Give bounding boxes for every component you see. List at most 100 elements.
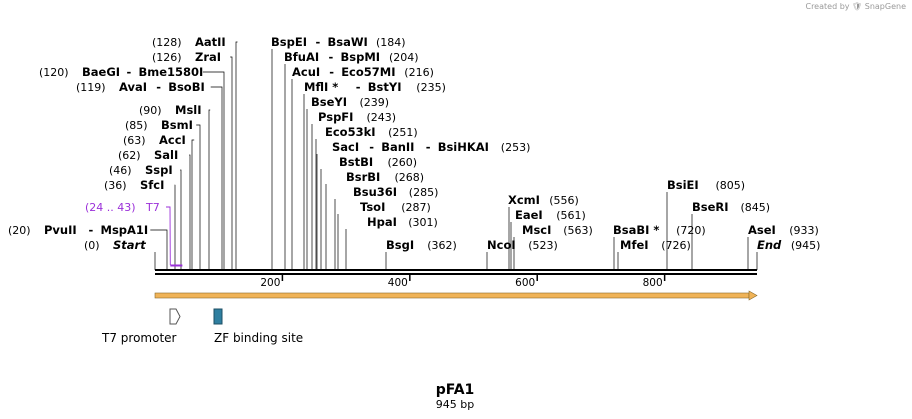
site-msli[interactable]: (90) MslI bbox=[139, 103, 202, 117]
enzyme-name[interactable]: BsmI bbox=[161, 118, 193, 132]
enzyme-name[interactable]: XcmI bbox=[508, 193, 540, 207]
site-avai[interactable]: (119) AvaI - BsoBI bbox=[76, 80, 205, 94]
enzyme-name[interactable]: AatII bbox=[195, 35, 226, 49]
leader-line-sspi bbox=[180, 169, 182, 270]
enzyme-name[interactable]: MscI bbox=[522, 223, 551, 237]
enzyme-name[interactable]: End bbox=[757, 238, 782, 252]
site-bsiei[interactable]: BsiEI (805) bbox=[667, 178, 745, 192]
enzyme-name[interactable]: BsiEI bbox=[667, 178, 699, 192]
site-bseyi[interactable]: BseYI (239) bbox=[311, 95, 389, 109]
enzyme-name[interactable]: BstYI bbox=[368, 80, 402, 94]
enzyme-name[interactable]: PvuII bbox=[44, 223, 77, 237]
enzyme-name[interactable]: BaeGI bbox=[82, 65, 120, 79]
enzyme-name[interactable]: SacI bbox=[332, 140, 359, 154]
enzyme-name[interactable]: BsaWI bbox=[328, 35, 368, 49]
site-aatii[interactable]: (128) AatII bbox=[152, 35, 226, 49]
enzyme-name[interactable]: MfeI bbox=[620, 238, 649, 252]
site-position: (556) bbox=[549, 194, 579, 207]
enzyme-name[interactable]: Eco57MI bbox=[341, 65, 395, 79]
enzyme-name[interactable]: SspI bbox=[145, 163, 173, 177]
site-xcmi[interactable]: XcmI (556) bbox=[508, 193, 579, 207]
enzyme-name[interactable]: SfcI bbox=[140, 178, 164, 192]
site-position: (720) bbox=[676, 224, 706, 237]
site-end[interactable]: End (945) bbox=[757, 238, 820, 252]
site-position: (184) bbox=[376, 36, 406, 49]
credit-prefix: Created by bbox=[805, 2, 850, 11]
orf-arrow[interactable] bbox=[154, 292, 750, 299]
site-bseri[interactable]: BseRI (845) bbox=[692, 200, 770, 214]
enzyme-name[interactable]: BseRI bbox=[692, 200, 729, 214]
enzyme-name[interactable]: AvaI bbox=[119, 80, 147, 94]
site-asei[interactable]: AseI (933) bbox=[748, 223, 819, 237]
site-hpai[interactable]: HpaI (301) bbox=[367, 215, 438, 229]
site-sfci[interactable]: (36) SfcI bbox=[104, 178, 164, 192]
enzyme-name[interactable]: BsgI bbox=[386, 238, 414, 252]
enzyme-name[interactable]: MspA1I bbox=[101, 223, 149, 237]
t7-promoter-arrow[interactable] bbox=[169, 308, 181, 325]
enzyme-name[interactable]: TsoI bbox=[360, 200, 385, 214]
enzyme-name[interactable]: BspEI bbox=[271, 35, 307, 49]
site-saci[interactable]: SacI - BanII - BsiHKAI (253) bbox=[332, 140, 530, 154]
site-bsgi[interactable]: BsgI (362) bbox=[386, 238, 457, 252]
site-bsabi[interactable]: BsaBI * (720) bbox=[613, 223, 706, 237]
site-position: (36) bbox=[104, 179, 127, 192]
site-eco53ki[interactable]: Eco53kI (251) bbox=[325, 125, 418, 139]
site-eaei[interactable]: EaeI (561) bbox=[515, 208, 586, 222]
site-msci[interactable]: MscI (563) bbox=[522, 223, 593, 237]
enzyme-name[interactable]: AcuI bbox=[292, 65, 320, 79]
site-bstbi[interactable]: BstBI (260) bbox=[339, 155, 417, 169]
enzyme-name[interactable]: EaeI bbox=[515, 208, 543, 222]
site-pspfi[interactable]: PspFI (243) bbox=[318, 110, 396, 124]
enzyme-name[interactable]: BfuAI bbox=[284, 50, 319, 64]
enzyme-name[interactable]: HpaI bbox=[367, 215, 397, 229]
site-bsrbi[interactable]: BsrBI (268) bbox=[346, 170, 424, 184]
site-mfei[interactable]: MfeI (726) bbox=[620, 238, 691, 252]
feature-track: T7 promoter ZF binding site bbox=[101, 290, 758, 345]
site-mfli[interactable]: MflI * - BstYI (235) bbox=[304, 80, 446, 94]
enzyme-name[interactable]: MslI bbox=[175, 103, 202, 117]
site-acci[interactable]: (63) AccI bbox=[123, 133, 186, 147]
enzyme-name[interactable]: BsoBI bbox=[168, 80, 205, 94]
site-sali[interactable]: (62) SalI bbox=[118, 148, 178, 162]
enzyme-name[interactable]: BspMI bbox=[341, 50, 381, 64]
enzyme-name[interactable]: NcoI bbox=[487, 238, 516, 252]
site-position: (287) bbox=[401, 201, 431, 214]
site-zrai[interactable]: (126) ZraI bbox=[152, 50, 221, 64]
site-bsu36i[interactable]: Bsu36I (285) bbox=[353, 185, 438, 199]
zf-binding-site-label[interactable]: ZF binding site bbox=[214, 331, 303, 345]
enzyme-sep: - bbox=[329, 65, 334, 79]
leader-line-acci bbox=[191, 139, 195, 270]
enzyme-name[interactable]: Eco53kI bbox=[325, 125, 376, 139]
site-bsmi[interactable]: (85) BsmI bbox=[125, 118, 193, 132]
enzyme-name[interactable]: BseYI bbox=[311, 95, 347, 109]
enzyme-name[interactable]: BstBI bbox=[339, 155, 373, 169]
site-bfuai[interactable]: BfuAI - BspMI (204) bbox=[284, 50, 419, 64]
enzyme-name[interactable]: BsrBI bbox=[346, 170, 380, 184]
site-baegi[interactable]: (120) BaeGI - Bme1580I bbox=[39, 65, 203, 79]
enzyme-name[interactable]: MflI * bbox=[304, 80, 338, 94]
t7-promoter-label[interactable]: T7 promoter bbox=[101, 331, 177, 345]
site-position: (63) bbox=[123, 134, 146, 147]
enzyme-name[interactable]: AseI bbox=[748, 223, 776, 237]
enzyme-name[interactable]: AccI bbox=[159, 133, 186, 147]
site-tsoi[interactable]: TsoI (287) bbox=[360, 200, 431, 214]
site-start[interactable]: (0) Start bbox=[84, 238, 146, 252]
enzyme-name[interactable]: PspFI bbox=[318, 110, 353, 124]
site-bspei[interactable]: BspEI - BsaWI (184) bbox=[271, 35, 406, 49]
enzyme-name[interactable]: BanII bbox=[381, 140, 414, 154]
enzyme-name[interactable]: BsaBI * bbox=[613, 223, 659, 237]
site-sspi[interactable]: (46) SspI bbox=[109, 163, 173, 177]
site-acui[interactable]: AcuI - Eco57MI (216) bbox=[292, 65, 434, 79]
enzyme-name[interactable]: Start bbox=[113, 238, 146, 252]
site-position: (90) bbox=[139, 104, 162, 117]
enzyme-name[interactable]: SalI bbox=[154, 148, 178, 162]
enzyme-name[interactable]: ZraI bbox=[195, 50, 221, 64]
enzyme-name[interactable]: BsiHKAI bbox=[438, 140, 489, 154]
enzyme-name[interactable]: Bsu36I bbox=[353, 185, 397, 199]
enzyme-name[interactable]: Bme1580I bbox=[139, 65, 204, 79]
site-ncoi[interactable]: NcoI (523) bbox=[487, 238, 558, 252]
zf-binding-site-box[interactable] bbox=[213, 308, 223, 325]
primer-name[interactable]: T7 bbox=[145, 201, 160, 214]
site-pvuii[interactable]: (20) PvuII - MspA1I bbox=[8, 223, 148, 237]
